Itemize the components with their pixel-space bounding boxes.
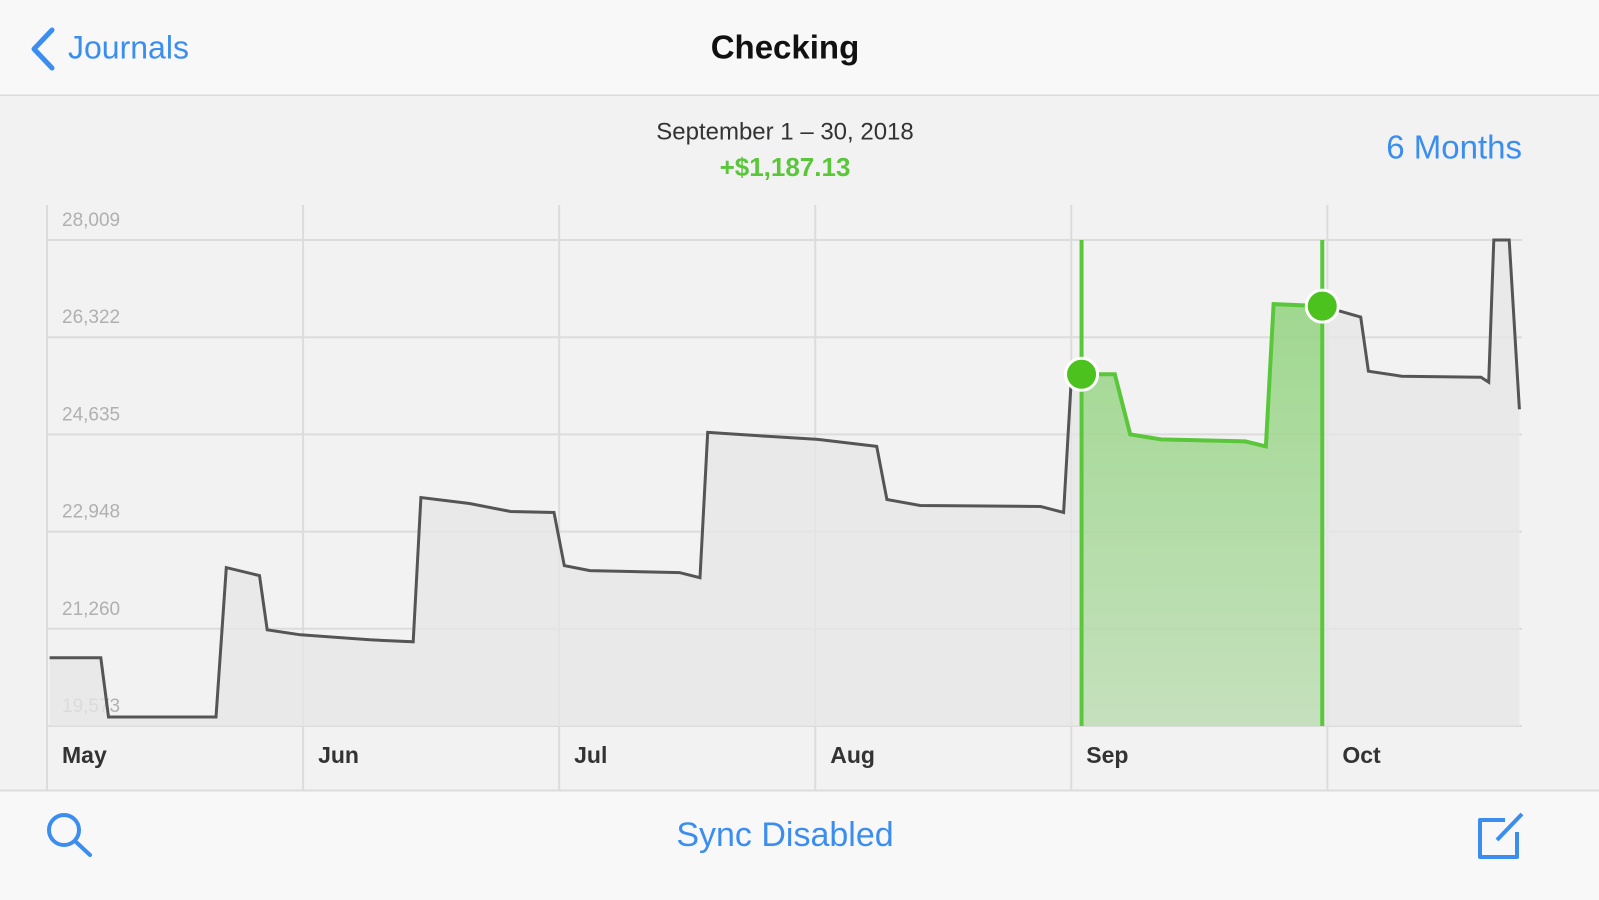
sync-status[interactable]: Sync Disabled (676, 816, 893, 854)
line (49, 238, 1521, 719)
x-tick-label: Oct (1342, 742, 1381, 768)
y-tick-label: 24,635 (62, 404, 120, 425)
selection-area (1081, 304, 1323, 726)
range-button[interactable]: 6 Months (1386, 129, 1522, 166)
y-tick-label: 22,948 (62, 502, 120, 523)
x-tick-label: May (62, 742, 107, 768)
change-label: +$1,187.13 (720, 152, 851, 182)
y-tick-label: 26,322 (62, 307, 120, 328)
selection-marker (1304, 288, 1340, 324)
y-tick-label: 21,260 (62, 599, 120, 620)
nav-title: Checking (711, 29, 860, 66)
search-icon[interactable] (47, 813, 92, 857)
y-tick-label: 28,009 (62, 210, 120, 231)
back-button[interactable]: Journals (68, 29, 189, 65)
toolbar (0, 790, 1599, 900)
x-tick-label: Jul (574, 742, 607, 768)
x-tick-label: Aug (830, 742, 875, 768)
x-tick-label: Sep (1086, 742, 1128, 768)
x-tick-label: Jun (318, 742, 359, 768)
nav-bar (0, 0, 1599, 95)
selection-marker (1064, 356, 1100, 392)
plot: 19,57321,26022,94824,63526,32228,009MayJ… (46, 205, 1522, 790)
period-label: September 1 – 30, 2018 (656, 118, 914, 145)
compose-icon[interactable] (1478, 812, 1524, 859)
back-icon[interactable] (31, 27, 55, 71)
